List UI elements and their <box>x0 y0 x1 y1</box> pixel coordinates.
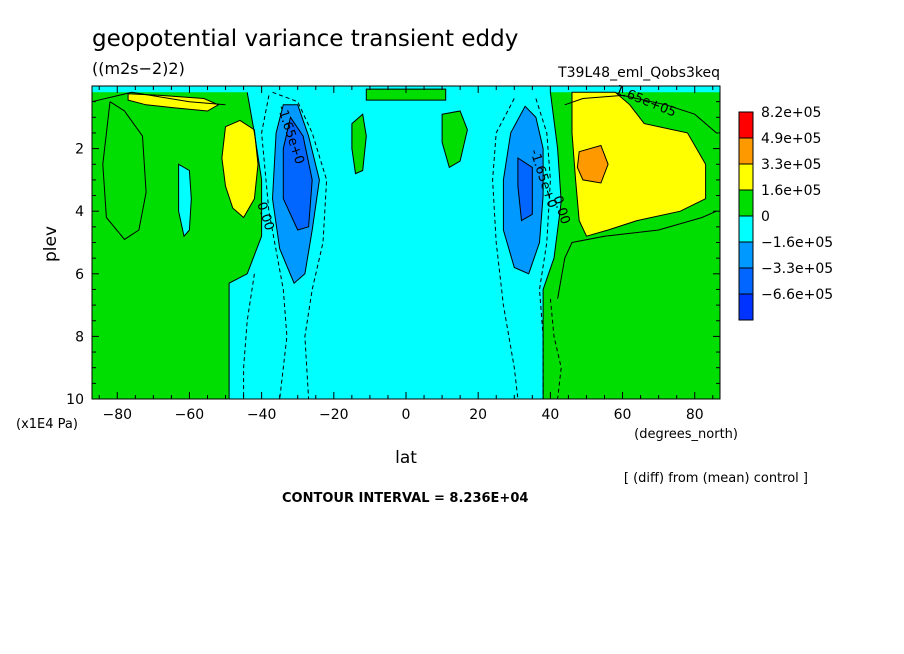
legend-swatch <box>738 293 754 321</box>
legend-label: 4.9e+05 <box>761 131 821 147</box>
ct-neg-south-b <box>272 91 328 400</box>
x-tick-label: −40 <box>247 407 277 423</box>
diff-note: [ (diff) from (mean) control ] <box>624 471 808 486</box>
legend-swatch <box>738 137 754 165</box>
run-label: T39L48_eml_Qobs3keq <box>557 65 720 81</box>
ch-green-blob-right <box>442 111 468 168</box>
legend-label: 3.3e+05 <box>761 157 821 173</box>
ch-darkblue-south-outline <box>282 116 313 231</box>
x-tick-label: −80 <box>102 407 132 423</box>
legend-label: −3.3e+05 <box>761 261 833 277</box>
y-axis-units: (x1E4 Pa) <box>16 417 78 432</box>
ct-neg-south-a <box>261 95 288 400</box>
axes-layer: −80 −60 −40 −20 0 20 40 60 80 2 4 6 8 10 <box>66 85 721 423</box>
legend-swatch <box>738 267 754 295</box>
x-axis-label: lat <box>395 448 417 468</box>
ch-green-top <box>366 89 446 101</box>
legend-label: 0 <box>761 209 770 225</box>
x-tick-label: 0 <box>402 407 411 423</box>
ch-yellow-south-top-outline <box>127 93 220 112</box>
ch-cyan-island-outline <box>178 163 192 238</box>
ch-orange-north <box>577 145 609 183</box>
contour-fill-layer <box>92 86 720 400</box>
x-tick-label: 20 <box>469 407 487 423</box>
legend-swatch <box>738 163 754 191</box>
ch-darkblue-north <box>517 158 533 221</box>
ch-yellow-north-outline <box>571 91 707 237</box>
x-tick-label: −60 <box>175 407 205 423</box>
ct-neg-south-c <box>243 273 255 399</box>
ct-zero-north <box>542 92 562 399</box>
x-tick-label: 80 <box>686 407 704 423</box>
ct-pos-south-2 <box>91 91 226 106</box>
ch-yellow-south <box>221 120 258 218</box>
ct-neg-north-b <box>535 98 551 399</box>
ch-blue-south-outline <box>271 104 320 285</box>
ch-green-south <box>92 92 262 400</box>
contour-line-layer <box>91 88 717 400</box>
x-tick-label: 40 <box>541 407 559 423</box>
y-tick-label: 8 <box>75 329 84 345</box>
ct-pos-north-outer <box>564 94 717 134</box>
ct-pos-north-side <box>557 210 717 299</box>
y-tick-label: 2 <box>75 142 84 158</box>
y-tick-label: 10 <box>66 392 84 408</box>
legend-label: 1.6e+05 <box>761 183 821 199</box>
y-tick-label: 6 <box>75 267 84 283</box>
y-axis-label: plev <box>41 226 61 262</box>
legend-swatch <box>738 215 754 243</box>
ct-pos-south-1 <box>102 101 147 241</box>
ct-neg-north-c <box>549 298 562 400</box>
legend-swatch <box>738 189 754 217</box>
ch-cyan-island <box>178 164 192 237</box>
contour-interval: CONTOUR INTERVAL = 8.236E+04 <box>282 491 528 506</box>
x-axis-units: (degrees_north) <box>634 427 738 442</box>
legend-swatch <box>738 241 754 269</box>
legend-swatch <box>738 111 754 139</box>
ch-orange-north-outline <box>576 144 609 184</box>
legend-label: −1.6e+05 <box>761 235 833 251</box>
ch-green-top-outline <box>365 88 447 101</box>
color-legend: 8.2e+05 4.9e+05 3.3e+05 1.6e+05 0 −1.6e+05 −3.… <box>738 105 833 321</box>
x-tick-label: 60 <box>614 407 632 423</box>
ch-darkblue-north-outline <box>517 157 533 222</box>
ch-yellow-south-outline <box>221 119 259 219</box>
chart-units: ((m2s−2)2) <box>92 59 185 78</box>
ch-blue-north-outline <box>502 105 544 275</box>
ch-green-blob-left-outline <box>351 113 367 175</box>
legend-label: −6.6e+05 <box>761 287 833 303</box>
chart-title: geopotential variance transient eddy <box>92 26 518 52</box>
ct-neg-north-a <box>492 98 519 400</box>
ch-yellow-north <box>572 92 706 237</box>
ch-green-blob-left <box>351 114 367 174</box>
ch-green-blob-right-outline <box>441 110 468 169</box>
legend-label: 8.2e+05 <box>761 105 821 121</box>
y-tick-label: 4 <box>75 204 84 220</box>
x-tick-label: −20 <box>319 407 349 423</box>
